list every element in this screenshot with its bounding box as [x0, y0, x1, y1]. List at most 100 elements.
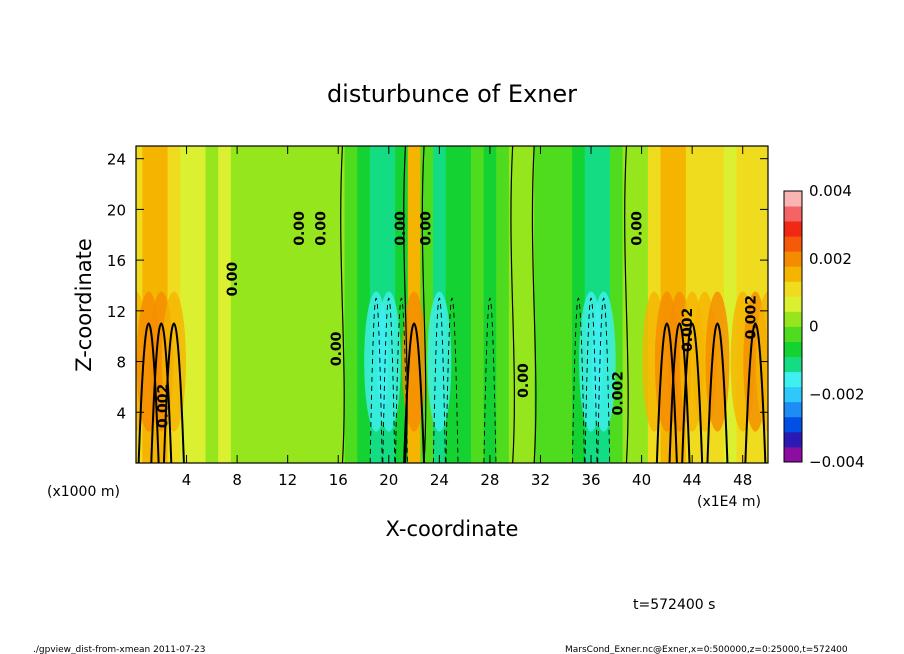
- chart-title: disturbunce of Exner: [327, 80, 577, 108]
- contour-label: 0.002: [743, 295, 759, 339]
- y-tick-label: 12: [107, 303, 126, 321]
- field-cell: [344, 146, 358, 463]
- field-cell: [521, 146, 535, 463]
- contour-positive: [744, 322, 767, 463]
- contour-positive: [668, 322, 691, 463]
- x-tick-label: 8: [232, 471, 242, 489]
- colorbar-swatch: [784, 236, 802, 252]
- field-cell: [306, 146, 320, 463]
- colorbar-swatch: [784, 326, 802, 342]
- y-axis: 4 8 12 16 20 24: [107, 151, 768, 422]
- colorbar: 0.004 0.002 0 −0.002 −0.004: [783, 182, 865, 471]
- field-cell: [470, 146, 485, 463]
- contour-label: 0.002: [611, 371, 627, 415]
- colorbar-swatch: [784, 221, 802, 237]
- field-cell: [294, 146, 308, 463]
- field-core: [427, 291, 452, 432]
- x-axis-title: X-coordinate: [386, 517, 519, 541]
- colorbar-swatch: [784, 266, 802, 282]
- colorbar-tick-label: 0: [809, 318, 819, 336]
- contour-positive: [655, 322, 678, 463]
- field-cell: [319, 146, 333, 463]
- x-axis: 4 8 12 16 20 24 28 32 36 40 44 48: [182, 146, 752, 489]
- field-cell: [458, 146, 472, 463]
- plot-frame: [135, 145, 769, 464]
- colorbar-swatch: [784, 386, 802, 403]
- contour-zero: [421, 146, 427, 463]
- x-tick-label: 32: [531, 471, 550, 489]
- contour-zero: [510, 146, 516, 463]
- contour-negative: [382, 297, 396, 463]
- colorbar-tick-label: −0.004: [809, 453, 865, 471]
- field-core: [402, 291, 427, 432]
- contour-negative: [483, 297, 497, 463]
- field-core: [376, 291, 401, 432]
- field-cell: [230, 146, 245, 463]
- field-cell: [559, 146, 573, 463]
- x-tick-label: 36: [581, 471, 600, 489]
- x-tick-label: 44: [683, 471, 702, 489]
- contour-label: 0.00: [630, 211, 646, 246]
- contour-label: 0.00: [314, 211, 330, 246]
- contour-label: 0.002: [156, 384, 172, 428]
- contour-label: 0.00: [292, 211, 308, 246]
- field-cell: [357, 146, 371, 463]
- field-cell: [546, 146, 561, 463]
- colorbar-tick-label: −0.002: [809, 385, 865, 403]
- x-tick-label: 12: [278, 471, 297, 489]
- contour-positive: [681, 322, 704, 463]
- colorbar-swatch: [784, 371, 802, 388]
- footer-right: MarsCond_Exner.nc@Exner,x=0:500000,z=0:2…: [565, 645, 848, 654]
- x-unit-note: (x1000 m): [47, 484, 120, 500]
- contour-negative: [584, 297, 598, 463]
- contour-zero: [624, 146, 629, 463]
- contour-positive: [706, 322, 729, 463]
- x-tick-label: 20: [379, 471, 398, 489]
- contour-label: 0.002: [680, 308, 696, 352]
- contour-positive: [403, 322, 426, 463]
- field-cell: [243, 146, 257, 463]
- contour-label: 0.00: [329, 331, 345, 366]
- field-cell: [281, 146, 295, 463]
- x-tick-label: 40: [632, 471, 651, 489]
- field-core: [591, 291, 616, 432]
- colorbar-swatch: [784, 311, 802, 327]
- contour-negative: [571, 297, 585, 463]
- y-tick-label: 8: [116, 354, 126, 372]
- contour-zero: [403, 146, 408, 463]
- colorbar-swatch: [784, 251, 802, 267]
- field-cell: [205, 146, 219, 463]
- contour-positive: [162, 322, 185, 463]
- field-core: [705, 291, 730, 432]
- colorbar-swatch: [784, 401, 802, 418]
- field-cell: [218, 146, 232, 463]
- colorbar-swatch: [784, 191, 802, 207]
- contour-positive: [150, 322, 173, 463]
- colorbar-swatch: [784, 281, 802, 297]
- y-tick-label: 24: [107, 151, 126, 169]
- footer-left: ./gpview_dist-from-xmean 2011-07-23: [33, 645, 205, 654]
- field-cell: [331, 146, 346, 463]
- contour-negative: [597, 297, 611, 463]
- field-cell: [496, 146, 510, 463]
- field-blobs: [136, 291, 768, 432]
- colorbar-swatch: [784, 416, 802, 433]
- field-cell: [256, 146, 270, 463]
- contour-zero: [340, 146, 345, 463]
- time-label: t=572400 s: [633, 597, 715, 613]
- y-tick-label: 20: [107, 201, 126, 219]
- field-cell: [483, 146, 497, 463]
- field-cell: [268, 146, 282, 463]
- colorbar-tick-label: 0.002: [809, 250, 852, 268]
- contour-lines: [137, 146, 767, 463]
- colorbar-swatch: [784, 296, 802, 312]
- field-cell: [534, 146, 548, 463]
- contour-labels: 0.002 0.00 0.00 0.00 0.00 0.00 0.00 0.00 0.002 0.…: [156, 211, 760, 428]
- contour-label: 0.00: [393, 211, 409, 246]
- colorbar-frame: [783, 190, 803, 463]
- field-cell: [622, 146, 636, 463]
- colorbar-tick-label: 0.004: [809, 182, 852, 200]
- field-cell: [508, 146, 523, 463]
- x-tick-label: 4: [182, 471, 192, 489]
